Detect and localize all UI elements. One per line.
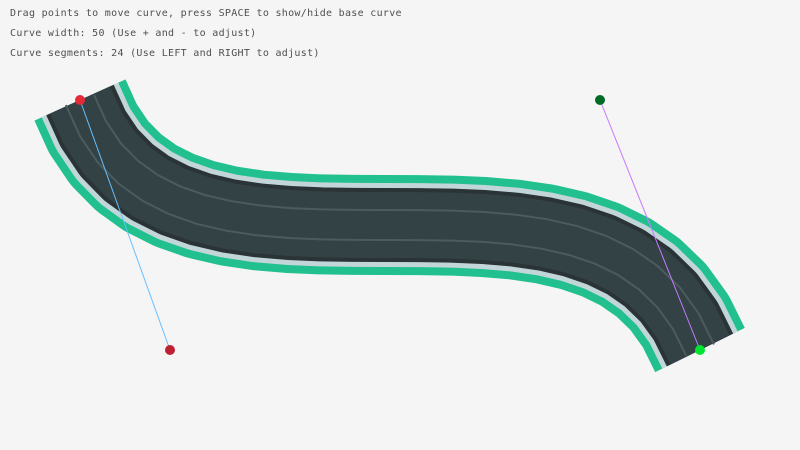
end-control-line xyxy=(599,99,701,351)
instruction-segments: Curve segments: 24 (Use LEFT and RIGHT t… xyxy=(10,48,320,59)
start-control-handle[interactable] xyxy=(165,345,175,355)
end-point-handle[interactable] xyxy=(695,345,705,355)
end-control-handle[interactable] xyxy=(595,95,605,105)
road-surface xyxy=(49,86,730,365)
instruction-width: Curve width: 50 (Use + and - to adjust) xyxy=(10,28,257,39)
start-control-line xyxy=(79,99,171,351)
start-point-handle[interactable] xyxy=(75,95,85,105)
lane-line-right xyxy=(64,104,687,357)
lane-line-left xyxy=(93,94,715,345)
instruction-drag: Drag points to move curve, press SPACE t… xyxy=(10,8,402,19)
